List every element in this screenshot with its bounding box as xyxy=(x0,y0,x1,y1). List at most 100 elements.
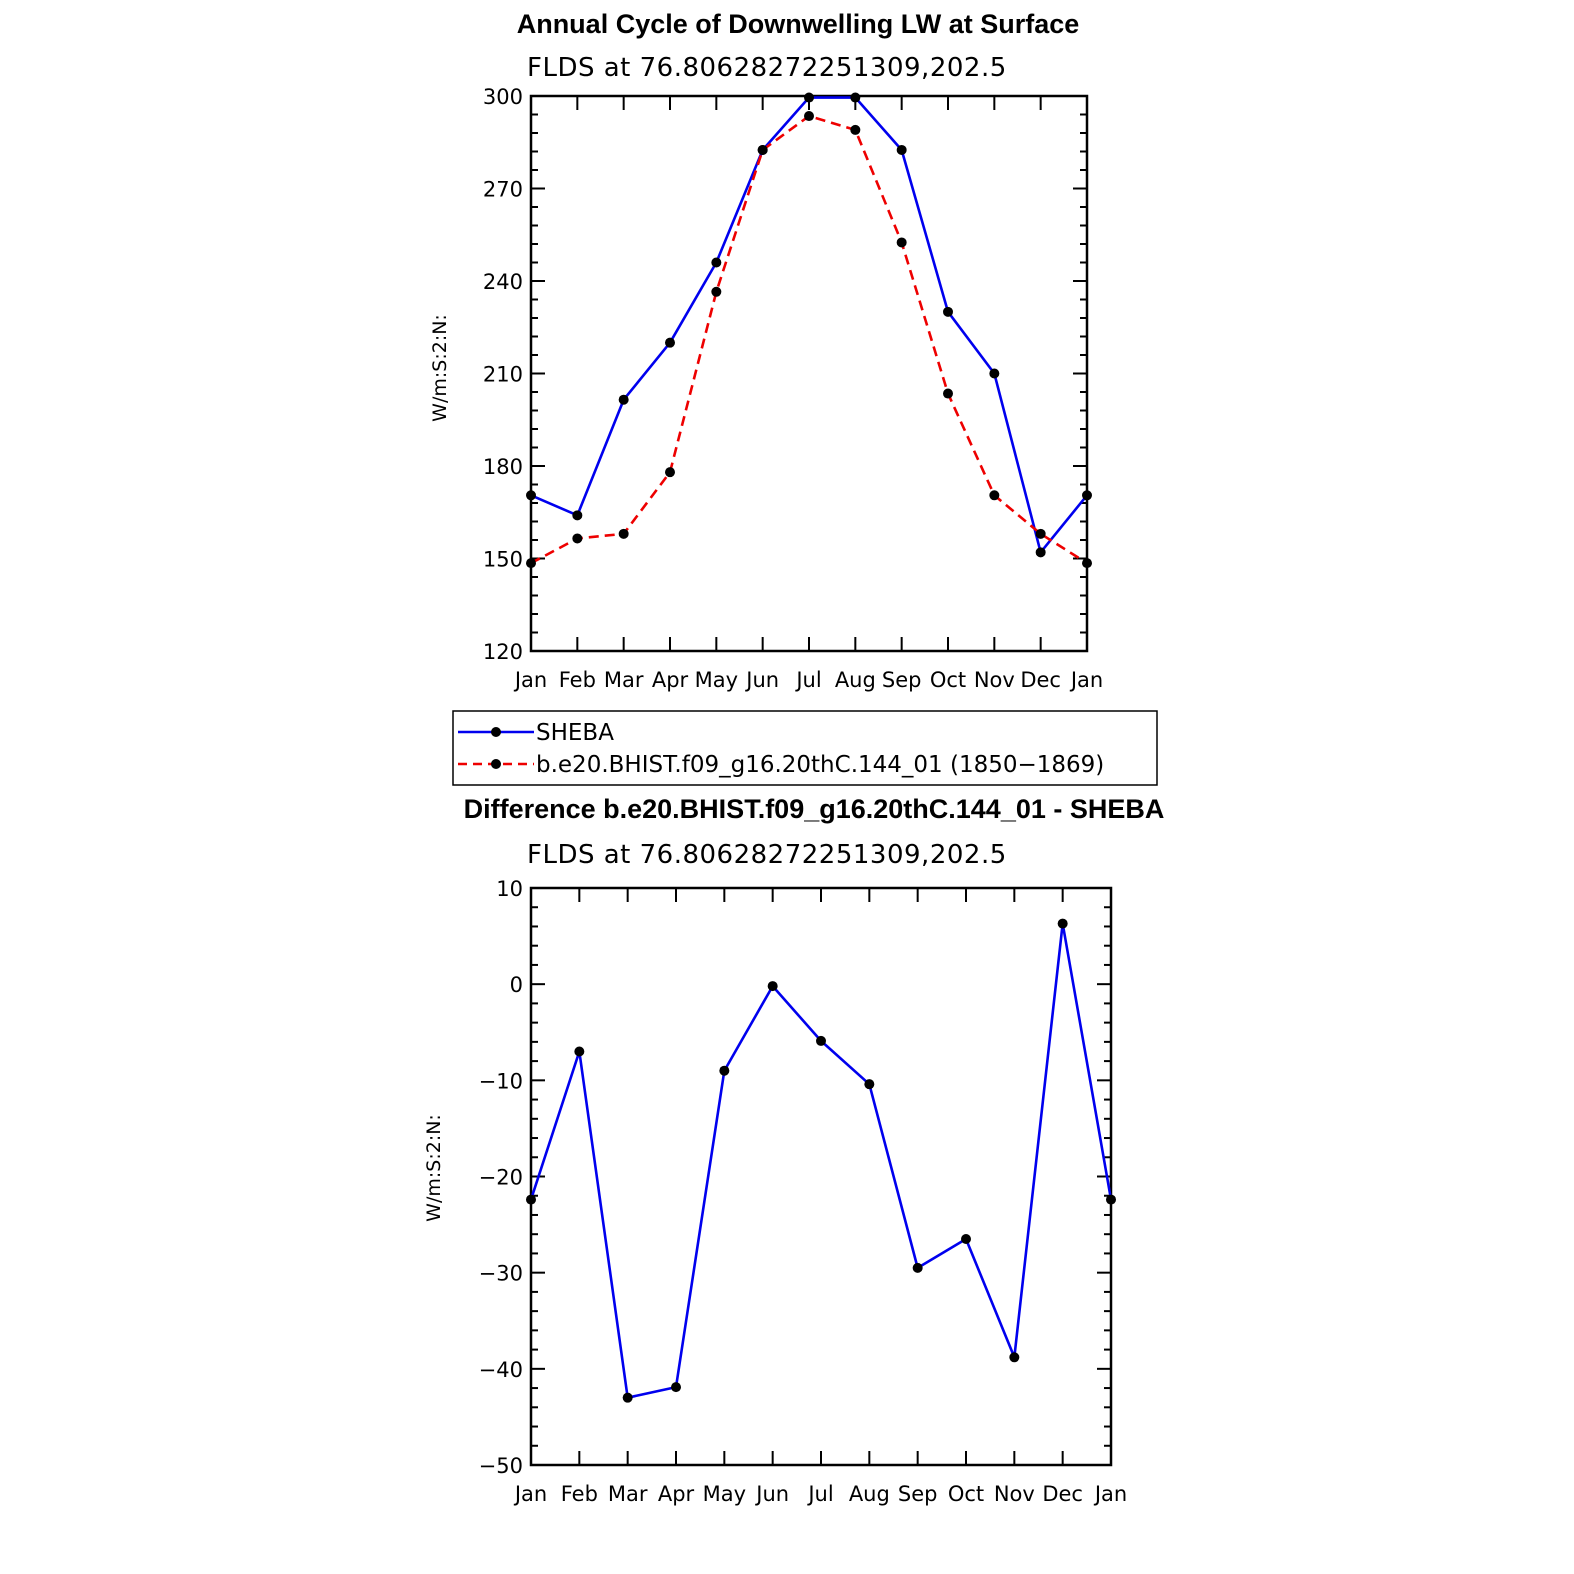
chart1-ytick-label: 240 xyxy=(483,270,523,294)
chart1-subtitle: FLDS at 76.80628272251309,202.5 xyxy=(527,53,1007,83)
chart1-data xyxy=(526,92,1092,569)
chart1-series-1-point xyxy=(526,558,536,569)
chart1-xtick-label: Nov xyxy=(974,668,1015,692)
chart1-series-1-point xyxy=(989,490,1000,501)
chart2-xtick-label: Sep xyxy=(898,1482,938,1506)
chart2-xtick-label: Jan xyxy=(1093,1482,1127,1506)
chart1-series-1-point xyxy=(943,388,953,399)
chart1-series-1-point xyxy=(1082,558,1092,569)
chart2-title: Difference b.e20.BHIST.f09_g16.20thC.144… xyxy=(464,794,1165,824)
chart1-series-0-point xyxy=(896,144,907,155)
chart1-xtick-label: Aug xyxy=(835,668,876,692)
chart2-xtick-label: Apr xyxy=(658,1482,695,1506)
difference-chart: Difference b.e20.BHIST.f09_g16.20thC.144… xyxy=(423,794,1164,1506)
chart2-ytick-label: −20 xyxy=(479,1166,523,1190)
chart1-series-1-point xyxy=(572,533,583,544)
chart1-xtick-label: Sep xyxy=(882,668,922,692)
chart2-xtick-label: May xyxy=(703,1482,746,1506)
chart1-xtick-label: Feb xyxy=(559,668,596,692)
chart1-ytick-label: 210 xyxy=(483,363,523,387)
chart2-ytick-label: 10 xyxy=(496,877,523,901)
chart2-axes: −50 −40 −30 −20 −10 0 10 Jan Feb Mar Apr May Jun Jul A… xyxy=(479,877,1128,1506)
chart2-series-0-point xyxy=(622,1392,633,1403)
chart1-axes: 120 150 180 210 240 270 300 Jan Feb Mar Apr May Jun J… xyxy=(483,85,1103,692)
chart1-series-1-point xyxy=(896,237,907,248)
chart1-xtick-label: Dec xyxy=(1020,668,1061,692)
chart1-series-0-point xyxy=(1082,490,1092,501)
chart2-subtitle: FLDS at 76.80628272251309,202.5 xyxy=(527,840,1007,870)
chart1-series-line-0 xyxy=(530,96,1089,554)
chart1-series-0-point xyxy=(804,92,814,103)
chart2-ytick-label: −40 xyxy=(479,1358,523,1382)
chart2-xtick-label: Oct xyxy=(948,1482,984,1506)
chart1-series-1-point xyxy=(757,144,768,155)
chart1-title: Annual Cycle of Downwelling LW at Surfac… xyxy=(517,9,1080,39)
chart1-series-0-point xyxy=(526,490,536,501)
chart2-series-0-point xyxy=(816,1035,826,1046)
chart2-ytick-label: −10 xyxy=(479,1069,523,1093)
chart2-ylabel: W/m:S:2:N: xyxy=(423,1114,445,1222)
chart2-series-0-point xyxy=(526,1194,536,1205)
chart1-series-line-1 xyxy=(530,114,1088,565)
chart2-series-0-point xyxy=(767,981,778,992)
chart1-plot-frame xyxy=(529,94,1089,653)
chart1-series-1-point xyxy=(850,124,861,135)
chart2-xtick-label: Feb xyxy=(561,1482,598,1506)
chart1-series-0-point xyxy=(665,337,675,348)
chart1-ytick-label: 150 xyxy=(483,548,523,572)
chart2-xtick-label: Aug xyxy=(849,1482,890,1506)
chart2-series-0-point xyxy=(912,1262,923,1273)
chart1-xtick-label: Jan xyxy=(513,668,547,692)
chart2-series-0-point xyxy=(671,1382,681,1393)
chart2-series-0-point xyxy=(961,1234,971,1245)
chart1-ylabel: W/m:S:2:N: xyxy=(429,314,451,422)
chart1-series-0-point xyxy=(943,306,953,317)
chart1-series-1-point xyxy=(665,467,675,478)
chart1-series-0-point xyxy=(989,368,1000,379)
chart2-xtick-label: Jun xyxy=(754,1482,789,1506)
chart1-xtick-label: Jan xyxy=(1069,668,1103,692)
chart2-xtick-label: Jan xyxy=(513,1482,547,1506)
chart2-xtick-label: Dec xyxy=(1042,1482,1083,1506)
chart2-xtick-label: Jul xyxy=(806,1482,833,1506)
chart1-series-1-point xyxy=(804,111,814,122)
chart1-ytick-label: 270 xyxy=(483,178,523,202)
chart2-xtick-label: Nov xyxy=(994,1482,1035,1506)
chart1-xtick-label: Jun xyxy=(744,668,779,692)
legend-label-sheba: SHEBA xyxy=(536,720,614,746)
chart2-xtick-label: Mar xyxy=(608,1482,648,1506)
chart1-series-0-point xyxy=(850,92,861,103)
annual-cycle-chart: Annual Cycle of Downwelling LW at Surfac… xyxy=(429,9,1103,692)
legend: SHEBA b.e20.BHIST.f09_g16.20thC.144_01 (… xyxy=(452,710,1158,786)
chart2-series-0-point xyxy=(1057,918,1068,929)
chart2-ytick-label: −50 xyxy=(479,1454,523,1478)
chart1-xtick-label: May xyxy=(695,668,738,692)
chart2-series-0-point xyxy=(719,1065,730,1076)
legend-marker-model xyxy=(491,759,501,769)
chart2-plot-frame xyxy=(529,886,1113,1467)
chart2-ytick-label: 0 xyxy=(510,973,523,997)
chart1-xtick-label: Apr xyxy=(652,668,689,692)
chart1-series-0-point xyxy=(572,510,583,521)
chart1-xtick-label: Mar xyxy=(604,668,644,692)
chart1-ytick-label: 300 xyxy=(483,85,523,109)
chart2-data xyxy=(526,918,1116,1403)
chart2-series-line-0 xyxy=(529,922,1113,1399)
chart2-series-0-point xyxy=(574,1046,585,1057)
chart1-ytick-label: 180 xyxy=(483,455,523,479)
chart1-series-1-point xyxy=(618,528,629,539)
chart2-series-0-point xyxy=(1106,1194,1116,1205)
chart1-xtick-label: Jul xyxy=(794,668,821,692)
chart1-xtick-label: Oct xyxy=(930,668,966,692)
chart1-ytick-label: 120 xyxy=(483,640,523,664)
chart1-series-0-point xyxy=(618,394,629,405)
chart2-ytick-label: −30 xyxy=(479,1262,523,1286)
chart2-series-0-point xyxy=(1009,1352,1020,1363)
chart1-series-0-point xyxy=(1035,547,1046,558)
legend-box xyxy=(452,710,1158,786)
legend-marker-sheba xyxy=(491,727,501,737)
chart2-series-0-point xyxy=(864,1079,875,1090)
chart1-series-1-point xyxy=(1035,528,1046,539)
chart1-series-0-point xyxy=(711,257,722,268)
